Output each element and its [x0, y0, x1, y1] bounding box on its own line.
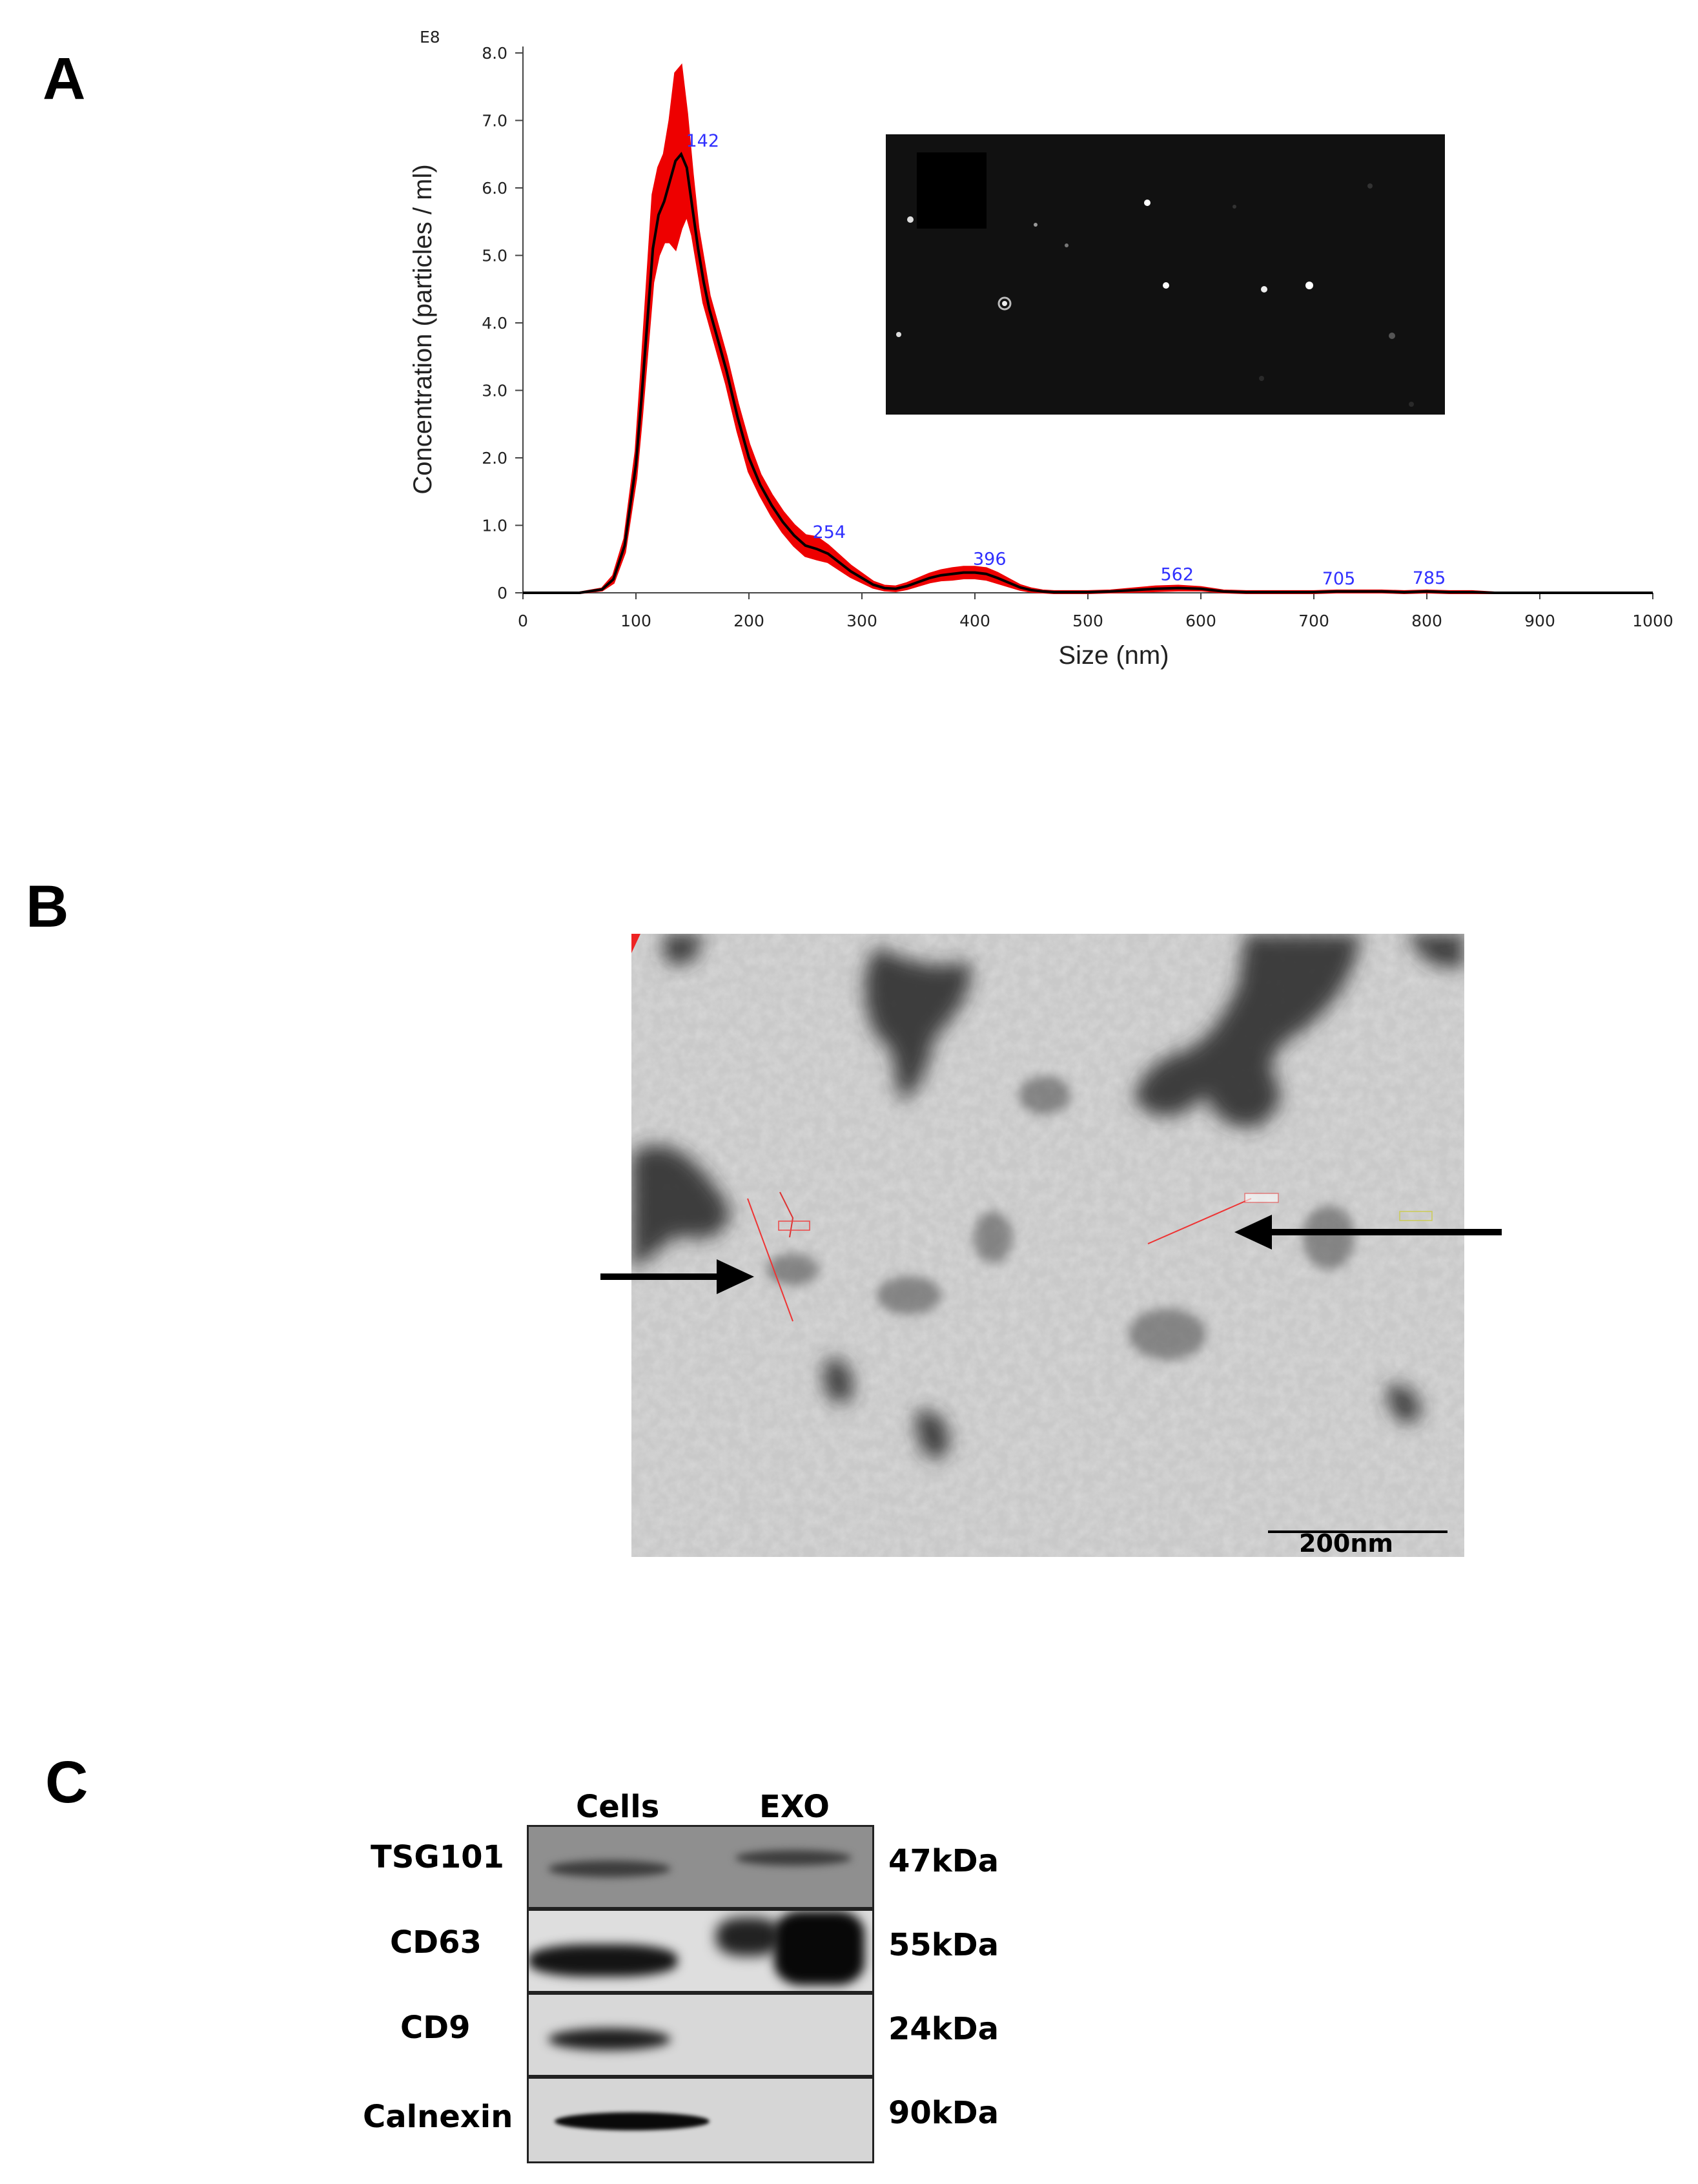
protein-label-cd9: CD9 [400, 2010, 471, 2046]
y-tick-label: 6.0 [482, 179, 507, 198]
x-tick-label: 400 [959, 612, 990, 630]
y-tick-label: 5.0 [482, 247, 507, 265]
blot-strip-tsg101 [527, 1825, 874, 1909]
x-axis-title: Size (nm) [1058, 641, 1169, 670]
x-tick-label: 100 [620, 612, 651, 630]
peak-label-562: 562 [1161, 565, 1194, 585]
x-tick-label: 200 [733, 612, 764, 630]
mean-line [522, 151, 1653, 594]
peak-labels: 142 254 396 562 705 785 [686, 131, 1446, 589]
arrow-left [600, 1259, 754, 1294]
nta-video-inset [886, 134, 1445, 415]
arrow-right [1234, 1215, 1502, 1250]
y-tick-label: 3.0 [482, 382, 507, 400]
y-tick-label: 8.0 [482, 44, 507, 63]
y-axis-title: Concentration (particles / ml) [409, 164, 437, 494]
x-tick-label: 600 [1185, 612, 1216, 630]
column-label-cells: Cells [576, 1789, 660, 1825]
arrows-layer [600, 1215, 1502, 1294]
peak-label-142: 142 [686, 131, 720, 151]
tem-image [631, 934, 1464, 1557]
confidence-band-area [523, 63, 1653, 595]
y-tick-label: 1.0 [482, 517, 507, 535]
protein-label-tsg101: TSG101 [371, 1839, 504, 1875]
blot-strip-calnexin [527, 2077, 874, 2163]
x-tick-label: 500 [1072, 612, 1103, 630]
size-label-tsg101: 47kDa [888, 1843, 999, 1879]
y-tick-label: 7.0 [482, 112, 507, 130]
peak-label-785: 785 [1413, 568, 1446, 588]
mean-series-line [523, 151, 1653, 594]
x-tick-label: 800 [1411, 612, 1442, 630]
y-tick-label: 4.0 [482, 314, 507, 333]
peak-label-705: 705 [1322, 569, 1356, 589]
panel-label-a: A [43, 46, 86, 112]
protein-label-calnexin: Calnexin [363, 2099, 513, 2135]
y-tick-label: 2.0 [482, 449, 507, 468]
x-tick-label: 700 [1298, 612, 1329, 630]
scale-bar-label: 200nm [1299, 1529, 1393, 1558]
blot-strip-cd9 [527, 1993, 874, 2077]
size-label-cd63: 55kDa [888, 1927, 999, 1963]
panel-label-b: B [26, 874, 69, 940]
x-tick-label: 900 [1524, 612, 1555, 630]
x-tick-label: 1000 [1632, 612, 1673, 630]
column-label-exo: EXO [759, 1789, 830, 1825]
y-tick-label: 0 [497, 584, 507, 603]
scale-bar [1268, 1530, 1447, 1533]
peak-label-396: 396 [973, 550, 1007, 570]
blot-strip-cd63 [527, 1909, 874, 1993]
nta-size-distribution-chart: 0 100 200 300 400 500 600 700 800 900 1000 0 1.0 2.0 3… [409, 28, 1673, 670]
confidence-band [523, 63, 1653, 595]
chart-axes: 0 100 200 300 400 500 600 700 800 900 1000 0 1.0 2.0 3… [409, 28, 1673, 670]
size-label-cd9: 24kDa [888, 2011, 999, 2047]
protein-label-cd63: CD63 [390, 1924, 482, 1961]
peak-label-254: 254 [813, 522, 846, 542]
x-tick-label: 0 [518, 612, 528, 630]
x-tick-label: 300 [846, 612, 877, 630]
size-label-calnexin: 90kDa [888, 2095, 999, 2131]
panel-label-c: C [45, 1749, 88, 1815]
y-exponent-label: E8 [420, 28, 440, 46]
